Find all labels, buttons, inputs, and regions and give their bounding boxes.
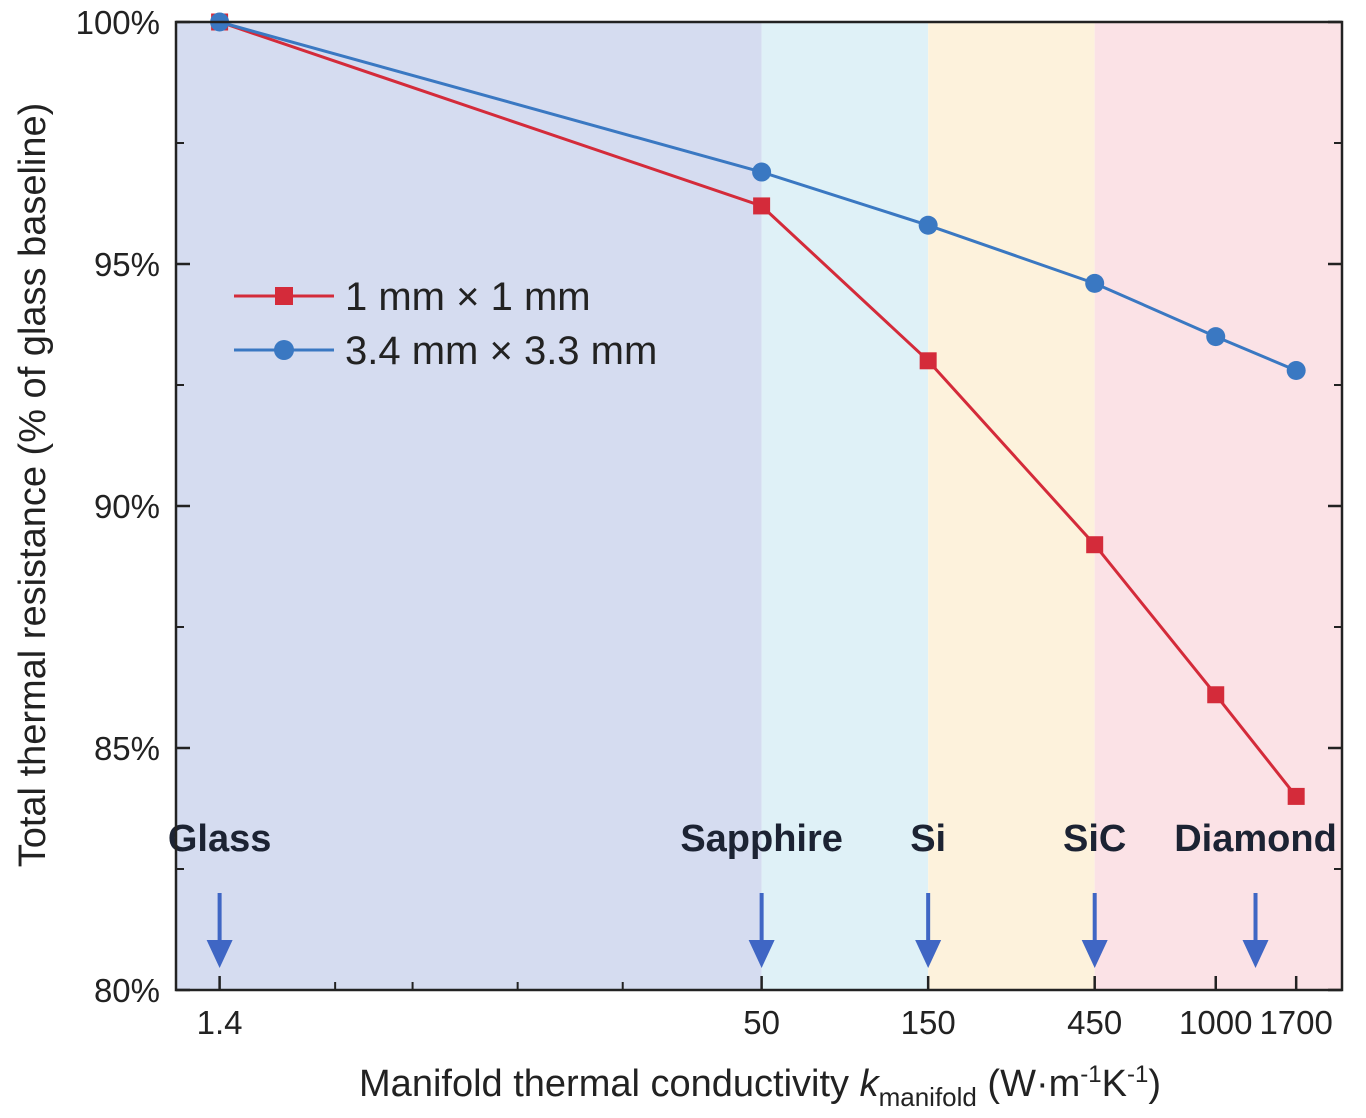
material-label-sapphire: Sapphire	[680, 818, 843, 860]
x-axis-title-units-mid: K	[1102, 1063, 1127, 1105]
x-axis-title-sub: manifold	[879, 1082, 977, 1112]
y-tick-label: 85%	[94, 730, 160, 767]
x-axis-title-units-close: )	[1148, 1063, 1161, 1105]
x-axis-title-var: k	[860, 1063, 881, 1105]
x-tick-label: 1700	[1259, 1004, 1332, 1041]
data-point-circle	[1085, 273, 1105, 293]
y-tick-label: 90%	[94, 488, 160, 525]
down-arrow-icon	[1081, 940, 1108, 968]
x-axis-title: Manifold thermal conductivity kmanifold …	[359, 1061, 1161, 1112]
x-axis-title-exp1: -1	[1080, 1061, 1101, 1088]
x-tick-label: 150	[901, 1004, 956, 1041]
glass-region	[176, 22, 762, 990]
x-axis-title-units-open: (W·m	[977, 1063, 1080, 1105]
data-point-circle	[1286, 360, 1306, 380]
plot-frame	[174, 20, 1344, 992]
legend-marker-circle	[274, 340, 294, 360]
data-point-circle	[752, 162, 772, 182]
x-tick-label: 450	[1067, 1004, 1122, 1041]
legend: 1 mm × 1 mm 3.4 mm × 3.3 mm	[234, 275, 657, 373]
x-axis-title-exp2: -1	[1127, 1061, 1148, 1088]
si-region	[928, 22, 1095, 990]
legend-marker-square	[275, 287, 293, 305]
series-line-2	[219, 20, 1297, 372]
data-point-square	[753, 197, 771, 215]
sic-diamond-region	[1094, 22, 1342, 990]
data-point-square	[1287, 787, 1305, 805]
y-tick-label: 100%	[76, 4, 160, 41]
series-line-1	[219, 20, 1298, 798]
data-point-square	[919, 352, 937, 370]
data-point-square	[1207, 686, 1225, 704]
data-point-circle	[1206, 327, 1226, 347]
material-regions	[176, 22, 1342, 990]
x-axis-title-main: Manifold thermal conductivity	[359, 1063, 860, 1105]
material-label-si: Si	[910, 818, 946, 860]
material-label-diamond: Diamond	[1174, 818, 1337, 860]
y-axis-title: Total thermal resistance (% of glass bas…	[12, 103, 54, 868]
material-label-sic: SiC	[1063, 818, 1126, 860]
y-tick-label: 80%	[94, 972, 160, 1009]
x-tick-label: 1000	[1179, 1004, 1252, 1041]
data-point-square	[1086, 536, 1104, 554]
x-tick-label: 1.4	[197, 1004, 243, 1041]
legend-entry-label: 1 mm × 1 mm	[345, 275, 591, 319]
down-arrow-icon	[748, 940, 775, 968]
y-tick-label: 95%	[94, 246, 160, 283]
data-point-circle	[918, 215, 938, 235]
material-label-glass: Glass	[168, 818, 272, 860]
down-arrow-icon	[206, 940, 233, 968]
down-arrow-icon	[915, 940, 942, 968]
tick-labels: 80% 85% 90% 95% 100% 1.4 50 150 450 1000 1700	[76, 4, 1333, 1041]
material-annotations: Glass Sapphire Si SiC Diamond	[168, 818, 1337, 968]
series-markers	[210, 12, 1306, 805]
down-arrow-icon	[1242, 940, 1269, 968]
legend-entry-label: 3.4 mm × 3.3 mm	[345, 329, 657, 373]
x-tick-label: 50	[743, 1004, 780, 1041]
sapphire-region	[761, 22, 929, 990]
series-lines	[219, 20, 1298, 798]
